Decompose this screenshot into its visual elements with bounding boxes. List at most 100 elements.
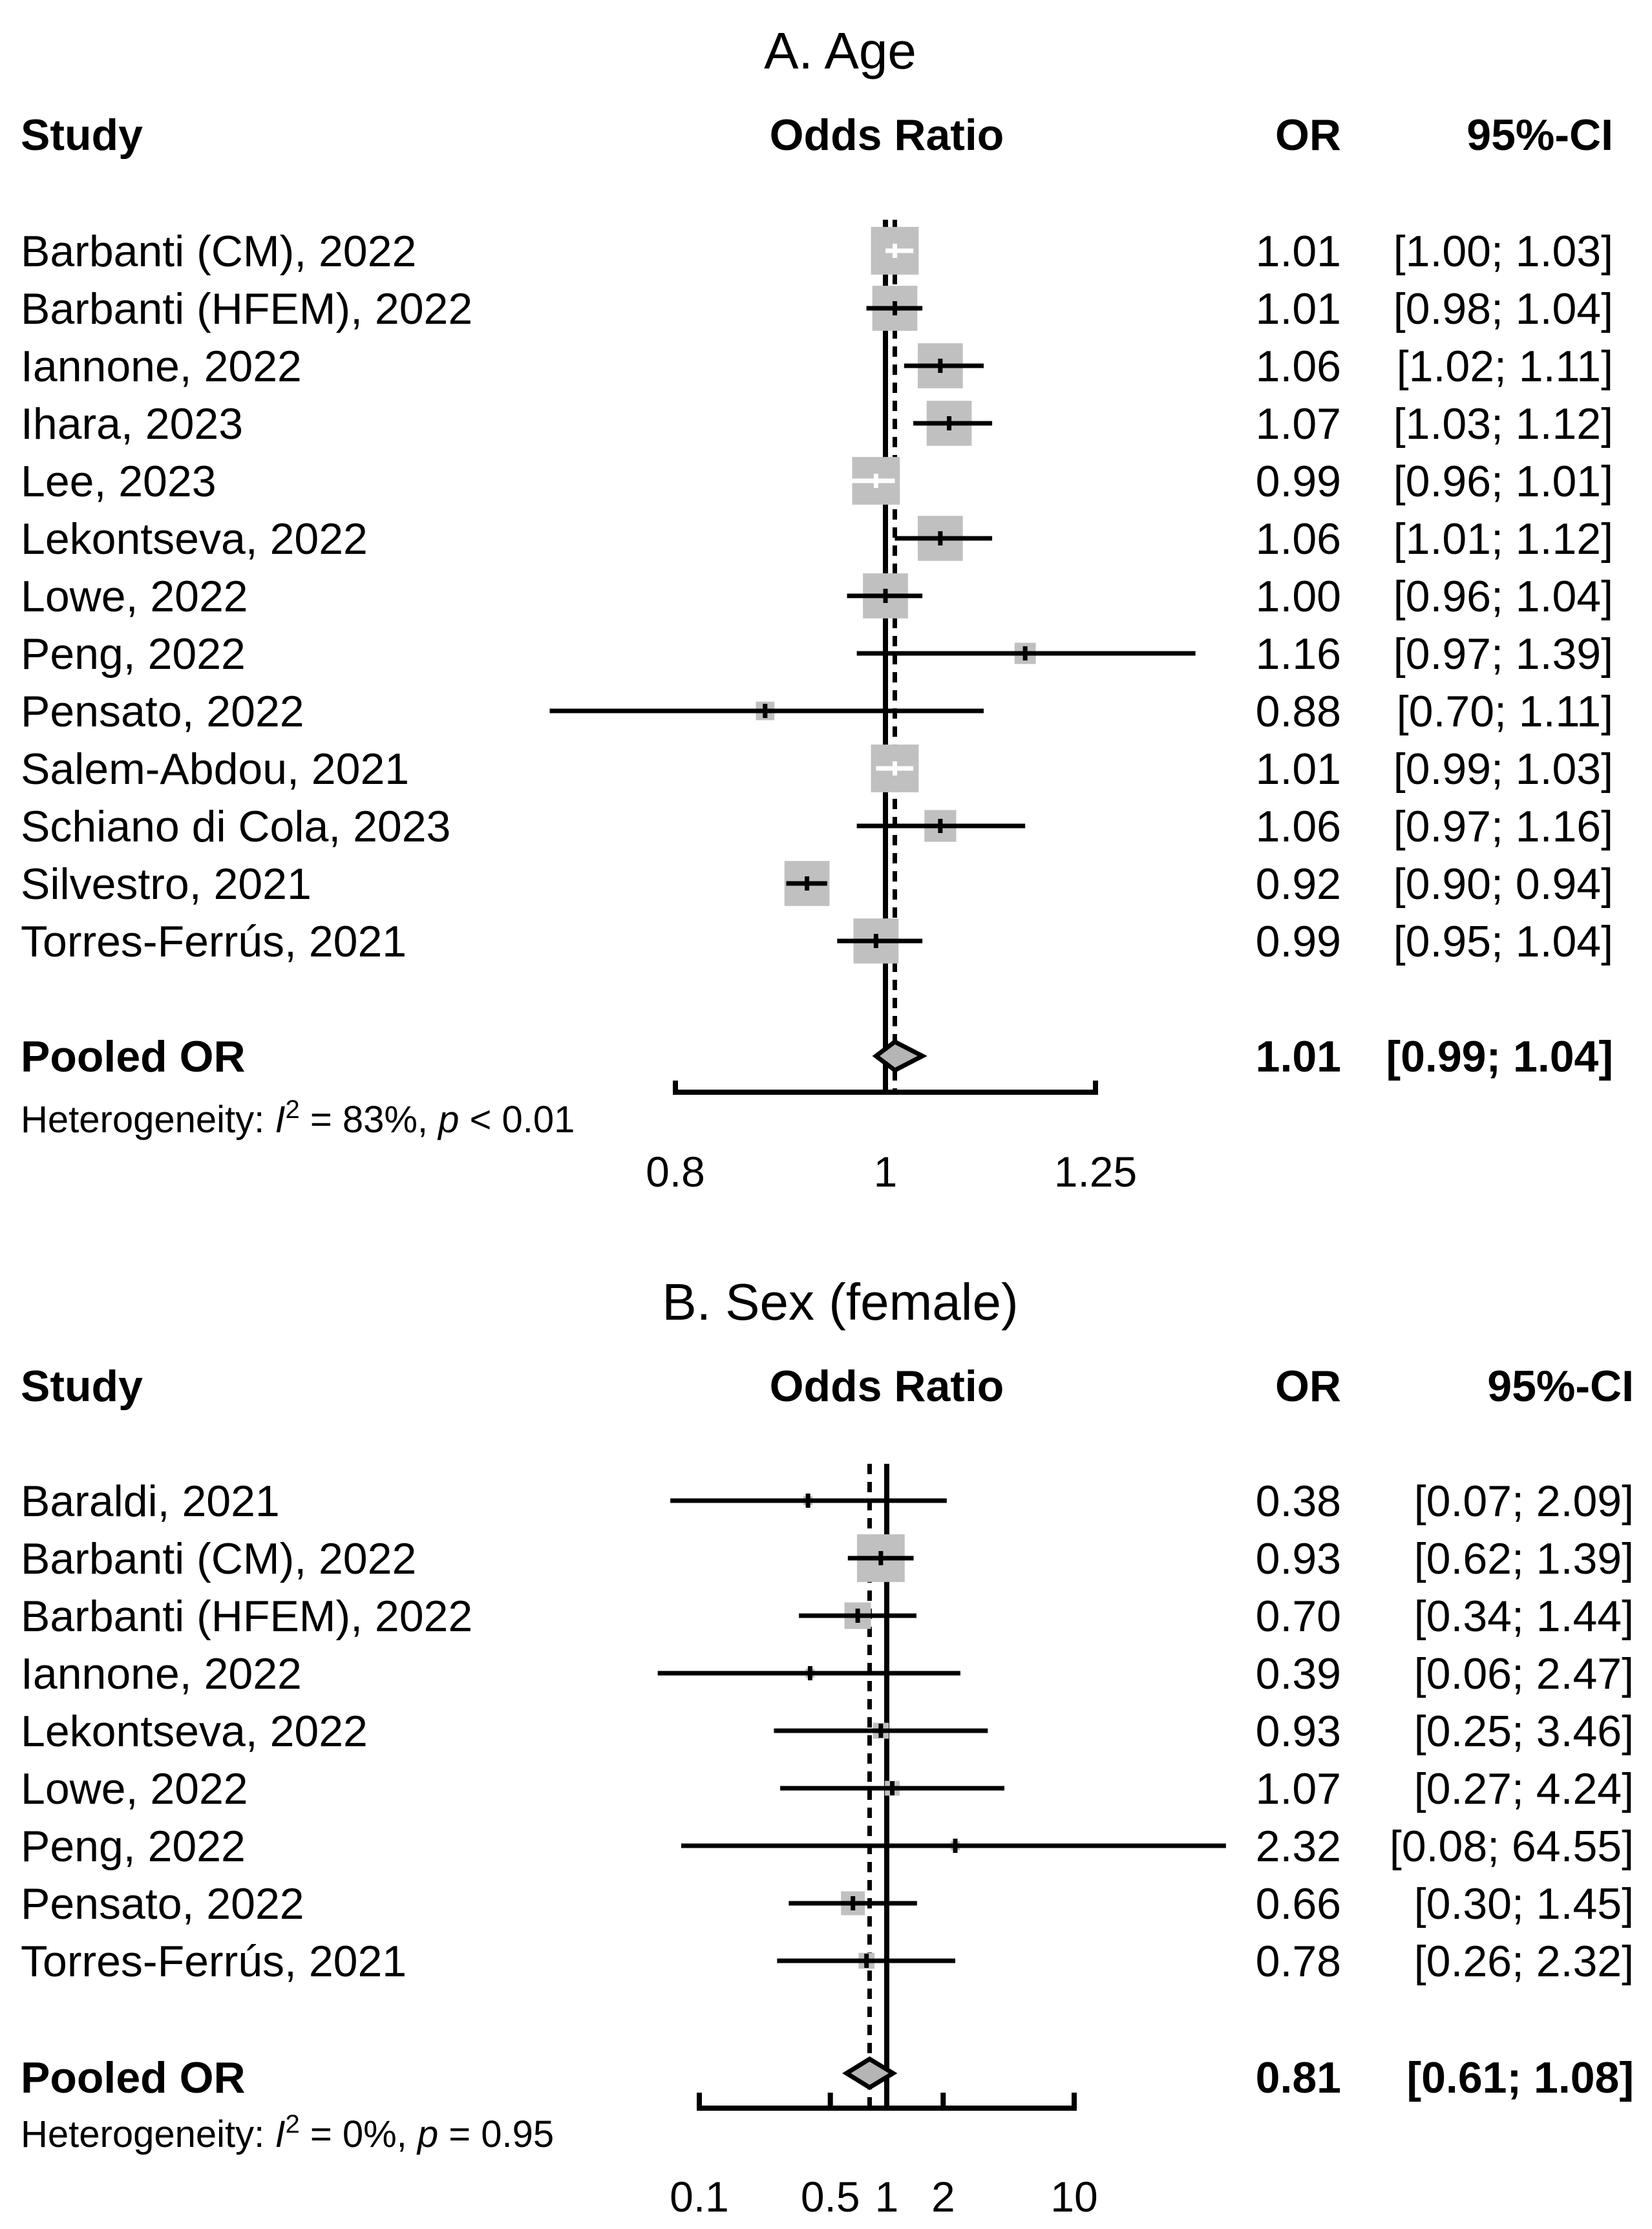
panel-a-title: A. Age bbox=[764, 22, 916, 79]
study-ci-value: [0.62; 1.39] bbox=[1414, 1534, 1634, 1583]
het-a-symbol: I bbox=[275, 1099, 285, 1141]
study-label: Peng, 2022 bbox=[21, 629, 246, 679]
study-or-value: 1.16 bbox=[1256, 629, 1341, 679]
study-label: Baraldi, 2021 bbox=[21, 1477, 280, 1526]
study-row: Lekontseva, 2022 1.06 [1.01; 1.12] bbox=[21, 514, 1613, 564]
study-ci-value: [0.90; 0.94] bbox=[1393, 860, 1613, 909]
study-label: Torres-Ferrús, 2021 bbox=[21, 917, 407, 966]
study-ci-value: [0.95; 1.04] bbox=[1393, 917, 1613, 966]
study-row: Lekontseva, 2022 0.93 [0.25; 3.46] bbox=[21, 1707, 1634, 1756]
study-label: Barbanti (CM), 2022 bbox=[21, 1534, 416, 1583]
study-row: Iannone, 2022 0.39 [0.06; 2.47] bbox=[21, 1649, 1634, 1698]
het-a-p: p bbox=[437, 1099, 459, 1141]
study-ci-value: [0.08; 64.55] bbox=[1390, 1822, 1634, 1871]
het-b-sup: 2 bbox=[285, 2110, 299, 2139]
panel-a-study-rows: Barbanti (CM), 2022 1.01 [1.00; 1.03]Barba… bbox=[21, 227, 1613, 966]
study-or-value: 1.01 bbox=[1256, 227, 1341, 276]
panel-a-pooled-or: 1.01 bbox=[1256, 1032, 1341, 1081]
study-or-value: 1.06 bbox=[1256, 802, 1341, 851]
study-label: Peng, 2022 bbox=[21, 1822, 246, 1871]
panel-age: A. Age Study Odds Ratio OR 95%-CI Barban… bbox=[21, 22, 1613, 1196]
panel-b-header-study: Study bbox=[21, 1362, 143, 1411]
het-b-suffix: = 0.95 bbox=[438, 2113, 554, 2155]
panel-a-plot-area: 0.8 1 1.25 bbox=[549, 220, 1196, 1196]
study-label: Ihara, 2023 bbox=[21, 399, 243, 449]
het-b-p: p bbox=[416, 2113, 438, 2155]
study-row: Baraldi, 2021 0.38 [0.07; 2.09] bbox=[21, 1477, 1634, 1526]
study-or-value: 0.38 bbox=[1256, 1477, 1341, 1526]
study-row: Pensato, 2022 0.66 [0.30; 1.45] bbox=[21, 1879, 1634, 1928]
study-row: Lowe, 2022 1.00 [0.96; 1.04] bbox=[21, 572, 1613, 621]
study-or-value: 0.92 bbox=[1256, 860, 1341, 909]
study-row: Lee, 2023 0.99 [0.96; 1.01] bbox=[21, 457, 1613, 506]
study-label: Schiano di Cola, 2023 bbox=[21, 802, 450, 851]
study-ci-value: [0.96; 1.04] bbox=[1393, 572, 1613, 621]
study-row: Salem-Abdou, 2021 1.01 [0.99; 1.03] bbox=[21, 745, 1613, 794]
study-or-value: 0.70 bbox=[1256, 1592, 1341, 1641]
x-axis-tick-label: 1 bbox=[874, 1148, 898, 1196]
study-ci-value: [0.98; 1.04] bbox=[1393, 284, 1613, 333]
study-row: Barbanti (CM), 2022 0.93 [0.62; 1.39] bbox=[21, 1534, 1634, 1583]
study-row: Silvestro, 2021 0.92 [0.90; 0.94] bbox=[21, 860, 1613, 909]
study-label: Silvestro, 2021 bbox=[21, 860, 312, 909]
study-ci-value: [0.99; 1.03] bbox=[1393, 745, 1613, 794]
study-ci-value: [0.30; 1.45] bbox=[1414, 1879, 1634, 1928]
study-row: Iannone, 2022 1.06 [1.02; 1.11] bbox=[21, 342, 1613, 391]
study-label: Lee, 2023 bbox=[21, 457, 217, 506]
het-b-middle: = 0%, bbox=[300, 2113, 418, 2155]
study-ci-value: [1.01; 1.12] bbox=[1393, 514, 1613, 564]
study-label: Lowe, 2022 bbox=[21, 572, 248, 621]
pooled-diamond bbox=[842, 2056, 898, 2091]
study-ci-value: [0.27; 4.24] bbox=[1414, 1764, 1634, 1813]
study-or-value: 0.93 bbox=[1256, 1707, 1341, 1756]
study-or-value: 0.93 bbox=[1256, 1534, 1341, 1583]
het-b-prefix: Heterogeneity: bbox=[21, 2113, 275, 2155]
panel-a-header-or: OR bbox=[1275, 111, 1341, 160]
panel-b-header-odds-ratio: Odds Ratio bbox=[770, 1362, 1004, 1411]
study-ci-value: [0.06; 2.47] bbox=[1414, 1649, 1634, 1698]
study-row: Barbanti (HFEM), 2022 1.01 [0.98; 1.04] bbox=[21, 284, 1613, 333]
study-label: Pensato, 2022 bbox=[21, 1879, 304, 1928]
panel-b-pooled-or: 0.81 bbox=[1256, 2053, 1341, 2102]
study-or-value: 1.07 bbox=[1256, 399, 1341, 449]
x-axis-tick-label: 2 bbox=[931, 2173, 955, 2221]
study-label: Lekontseva, 2022 bbox=[21, 514, 368, 564]
study-label: Salem-Abdou, 2021 bbox=[21, 745, 409, 794]
study-ci-value: [1.03; 1.12] bbox=[1393, 399, 1613, 449]
x-axis-tick-label: 1.25 bbox=[1054, 1148, 1137, 1196]
panel-b-header-or: OR bbox=[1275, 1362, 1341, 1411]
panel-b-pooled-ci: [0.61; 1.08] bbox=[1406, 2053, 1634, 2102]
study-ci-value: [0.97; 1.39] bbox=[1393, 629, 1613, 679]
panel-b-plot-area: 0.1 0.5 1 2 10 bbox=[657, 1464, 1226, 2221]
study-ci-value: [0.70; 1.11] bbox=[1397, 687, 1613, 736]
study-row: Torres-Ferrús, 2021 0.78 [0.26; 2.32] bbox=[21, 1937, 1634, 1986]
panel-b-title: B. Sex (female) bbox=[662, 1273, 1018, 1331]
panel-b-header-ci: 95%-CI bbox=[1487, 1362, 1634, 1411]
panel-sex: B. Sex (female) Study Odds Ratio OR 95%-… bbox=[21, 1273, 1634, 2221]
study-or-value: 0.39 bbox=[1256, 1649, 1341, 1698]
x-axis-tick-label: 0.8 bbox=[646, 1148, 705, 1196]
panel-a-header-odds-ratio: Odds Ratio bbox=[770, 111, 1004, 160]
study-row: Barbanti (HFEM), 2022 0.70 [0.34; 1.44] bbox=[21, 1592, 1634, 1641]
study-ci-value: [0.25; 3.46] bbox=[1414, 1707, 1634, 1756]
het-b-symbol: I bbox=[275, 2113, 285, 2155]
study-ci-value: [0.34; 1.44] bbox=[1414, 1592, 1634, 1641]
study-label: Lekontseva, 2022 bbox=[21, 1707, 368, 1756]
study-or-value: 1.07 bbox=[1256, 1764, 1341, 1813]
study-row: Schiano di Cola, 2023 1.06 [0.97; 1.16] bbox=[21, 802, 1613, 851]
study-label: Iannone, 2022 bbox=[21, 342, 302, 391]
panel-a-header-ci: 95%-CI bbox=[1467, 111, 1613, 160]
het-a-middle: = 83%, bbox=[300, 1099, 438, 1141]
panel-a-pooled-ci: [0.99; 1.04] bbox=[1386, 1032, 1613, 1081]
study-or-value: 2.32 bbox=[1256, 1822, 1341, 1871]
study-or-value: 1.06 bbox=[1256, 514, 1341, 564]
study-or-value: 0.88 bbox=[1256, 687, 1341, 736]
study-or-value: 1.01 bbox=[1256, 745, 1341, 794]
het-a-suffix: < 0.01 bbox=[459, 1099, 575, 1141]
pooled-diamond bbox=[872, 1039, 927, 1073]
study-label: Barbanti (HFEM), 2022 bbox=[21, 1592, 472, 1641]
study-ci-value: [0.97; 1.16] bbox=[1393, 802, 1613, 851]
study-or-value: 0.99 bbox=[1256, 917, 1341, 966]
panel-a-heterogeneity: Heterogeneity: I2 = 83%, p < 0.01 bbox=[21, 1095, 575, 1141]
